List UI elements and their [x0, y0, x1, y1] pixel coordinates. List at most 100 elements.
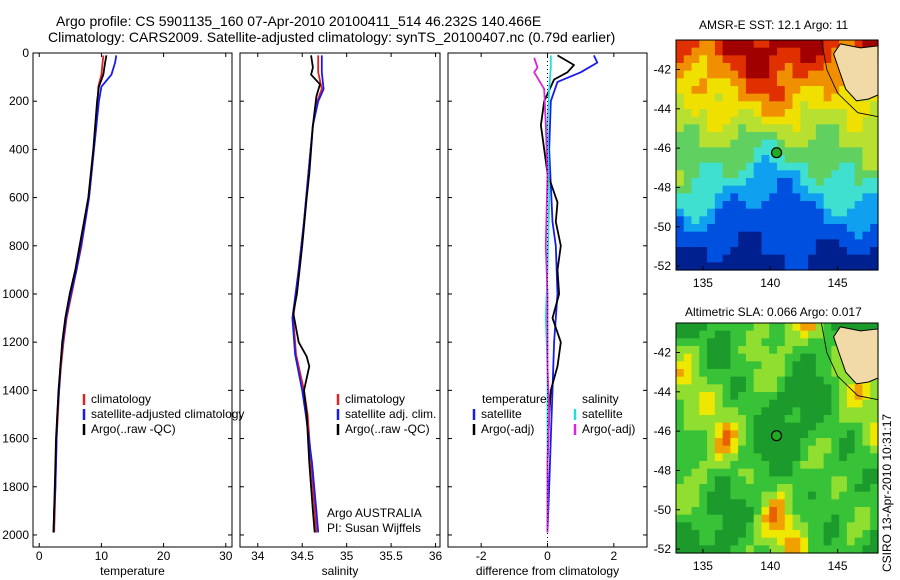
- sla-map-cell: [753, 353, 763, 362]
- sst-map-cell: [823, 162, 832, 171]
- sst-map-cell: [777, 155, 786, 164]
- sla-map-cell: [769, 338, 778, 347]
- sst-map-cell: [691, 254, 700, 263]
- sst-map-cell: [839, 262, 848, 271]
- sst-map-cell: [738, 132, 747, 141]
- sst-map-cell: [691, 63, 700, 72]
- sst-map-cell: [846, 124, 856, 133]
- sst-map-cell: [676, 132, 685, 141]
- sla-map-float-marker: [770, 430, 783, 442]
- sst-map-cell: [730, 262, 739, 271]
- sla-map-cell: [699, 415, 708, 424]
- sla-map-cell: [777, 514, 786, 523]
- argo-annotation-line: Argo AUSTRALIA: [327, 506, 422, 520]
- sst-map-cell: [769, 40, 778, 49]
- sst-map-cell: [854, 116, 864, 125]
- sla-map-cell: [815, 514, 825, 523]
- sla-map-cell: [792, 530, 801, 539]
- sst-map-cell: [761, 101, 770, 110]
- sst-map-cell: [730, 47, 739, 56]
- sst-map-cell: [831, 147, 840, 156]
- sst-map-cell: [831, 101, 840, 110]
- sla-map-cell: [753, 346, 763, 355]
- sst-map-cell: [761, 40, 770, 49]
- sst-map-cell: [870, 40, 879, 49]
- sst-map-cell: [784, 124, 794, 133]
- sst-map-cell: [815, 147, 825, 156]
- sst-map-cell: [808, 116, 817, 125]
- sst-map-cell: [714, 124, 724, 133]
- sst-map-cell: [738, 124, 747, 133]
- sla-map-cell: [691, 399, 700, 408]
- sst-map-cell: [831, 86, 840, 95]
- sst-map-cell: [738, 55, 747, 64]
- sla-map-cell: [800, 392, 809, 401]
- sla-map-frame: [675, 322, 879, 554]
- sla-map-cell: [707, 430, 716, 439]
- sla-map-cell: [707, 353, 716, 362]
- sla-map-cell: [823, 330, 832, 339]
- sst-map-cell: [730, 101, 739, 110]
- sla-map-cell: [691, 438, 700, 447]
- sst-map-cell: [761, 155, 770, 164]
- sla-map-cell: [846, 392, 856, 401]
- sla-map-cell: [707, 361, 716, 370]
- sla-map-cell: [792, 445, 801, 454]
- sla-map-cell: [854, 530, 864, 539]
- sst-map-cell: [846, 262, 856, 271]
- depth-tick-label: 200: [9, 94, 29, 108]
- sst-map-cell: [683, 185, 693, 194]
- sst-map-cell: [722, 147, 731, 156]
- sst-map-cell: [831, 216, 840, 225]
- sla-map-cell: [699, 514, 708, 523]
- sst-map-cell: [753, 185, 763, 194]
- sst-map-cell: [823, 216, 832, 225]
- sst-map-cell: [815, 155, 825, 164]
- sla-map-cell: [870, 392, 879, 401]
- sla-map-cell: [676, 330, 685, 339]
- sst-map-cell: [714, 132, 724, 141]
- sla-map-cell: [800, 537, 809, 546]
- sst-map-cell: [691, 147, 700, 156]
- sst-map-cell: [831, 109, 840, 118]
- sst-map-cell: [707, 201, 716, 210]
- sst-map-cell: [839, 147, 848, 156]
- sla-map-cell: [815, 468, 825, 477]
- sst-map-cell: [707, 109, 716, 118]
- sst-map-cell: [854, 170, 864, 179]
- sla-map-cell: [815, 453, 825, 462]
- sst-map-cell: [683, 55, 693, 64]
- sla-map-cell: [676, 407, 685, 416]
- sst-map-cell: [761, 162, 770, 171]
- sst-map-cell: [699, 231, 708, 240]
- sla-map-cell: [738, 407, 747, 416]
- sla-map-cell: [792, 361, 801, 370]
- depth-tick-label: 1600: [2, 432, 29, 446]
- sst-map-cell: [761, 78, 770, 87]
- sst-map-cell: [784, 185, 794, 194]
- sla-map-cell: [753, 453, 763, 462]
- sst-map-cell: [714, 147, 724, 156]
- sla-map-cell: [745, 537, 755, 546]
- sla-map-cell: [808, 399, 817, 408]
- sla-map-cell: [839, 514, 848, 523]
- sst-map-cell: [707, 93, 716, 102]
- sla-map-title: Altimetric SLA: 0.066 Argo: 0.017: [685, 305, 862, 319]
- sst-map-cell: [792, 216, 801, 225]
- difference-series-salinity-argo-adj-: [533, 57, 551, 533]
- sst-map-cell: [815, 247, 825, 256]
- sst-map-cell: [730, 124, 739, 133]
- sla-map-cell: [854, 453, 864, 462]
- sla-map-cell: [691, 422, 700, 431]
- sst-map-cell: [738, 170, 747, 179]
- sst-map-cell: [831, 224, 840, 233]
- sst-map-cell: [691, 193, 700, 202]
- depth-tick-label: 600: [9, 191, 29, 205]
- sla-map-cell: [691, 376, 700, 385]
- sst-map-ytick-label: -48: [654, 180, 672, 194]
- sst-map-cell: [854, 239, 864, 248]
- sla-map-cell: [753, 415, 763, 424]
- sla-map-cell: [792, 346, 801, 355]
- sla-map-cell: [831, 369, 840, 378]
- sla-map-cell: [831, 430, 840, 439]
